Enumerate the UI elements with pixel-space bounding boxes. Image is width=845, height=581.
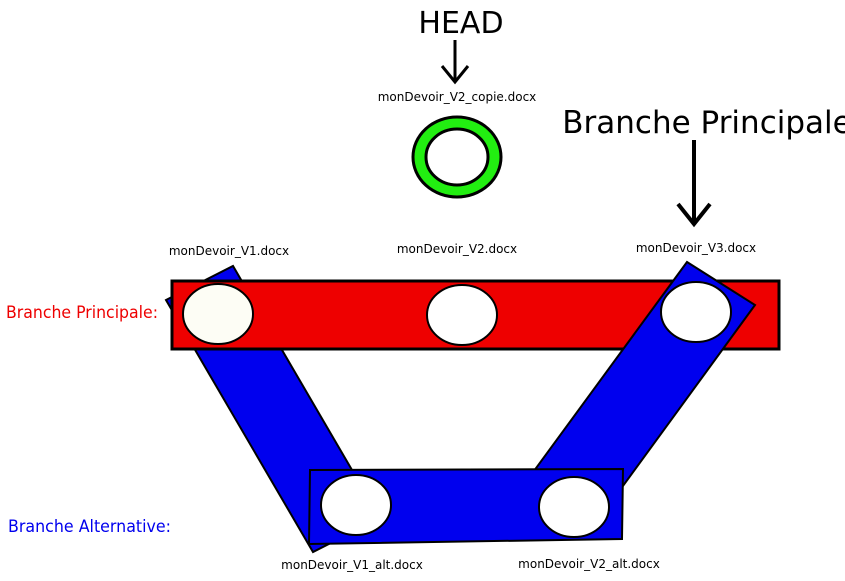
commit-node-v1 bbox=[182, 283, 254, 345]
commit-label-v1-alt: monDevoir_V1_alt.docx bbox=[281, 558, 423, 572]
branch-pointer-arrow bbox=[676, 140, 712, 228]
commit-label-v1: monDevoir_V1.docx bbox=[169, 244, 289, 258]
commit-label-v2-alt: monDevoir_V2_alt.docx bbox=[518, 557, 660, 571]
head-arrow bbox=[440, 40, 470, 85]
alt-branch-label: Branche Alternative: bbox=[8, 517, 171, 537]
commit-node-v2-alt bbox=[538, 476, 610, 538]
head-commit-inner bbox=[424, 127, 490, 187]
alt-branch-band bbox=[307, 467, 625, 546]
commit-node-v3 bbox=[660, 281, 732, 343]
commit-node-v2 bbox=[426, 284, 498, 346]
head-label: HEAD bbox=[418, 6, 503, 41]
commit-label-v2: monDevoir_V2.docx bbox=[397, 242, 517, 256]
branch-pointer-label: Branche Principale bbox=[562, 105, 845, 141]
commit-node-v1-alt bbox=[320, 474, 392, 536]
commit-label-v3: monDevoir_V3.docx bbox=[636, 241, 756, 255]
head-commit-filename: monDevoir_V2_copie.docx bbox=[378, 90, 537, 104]
main-branch-label: Branche Principale: bbox=[6, 303, 158, 323]
